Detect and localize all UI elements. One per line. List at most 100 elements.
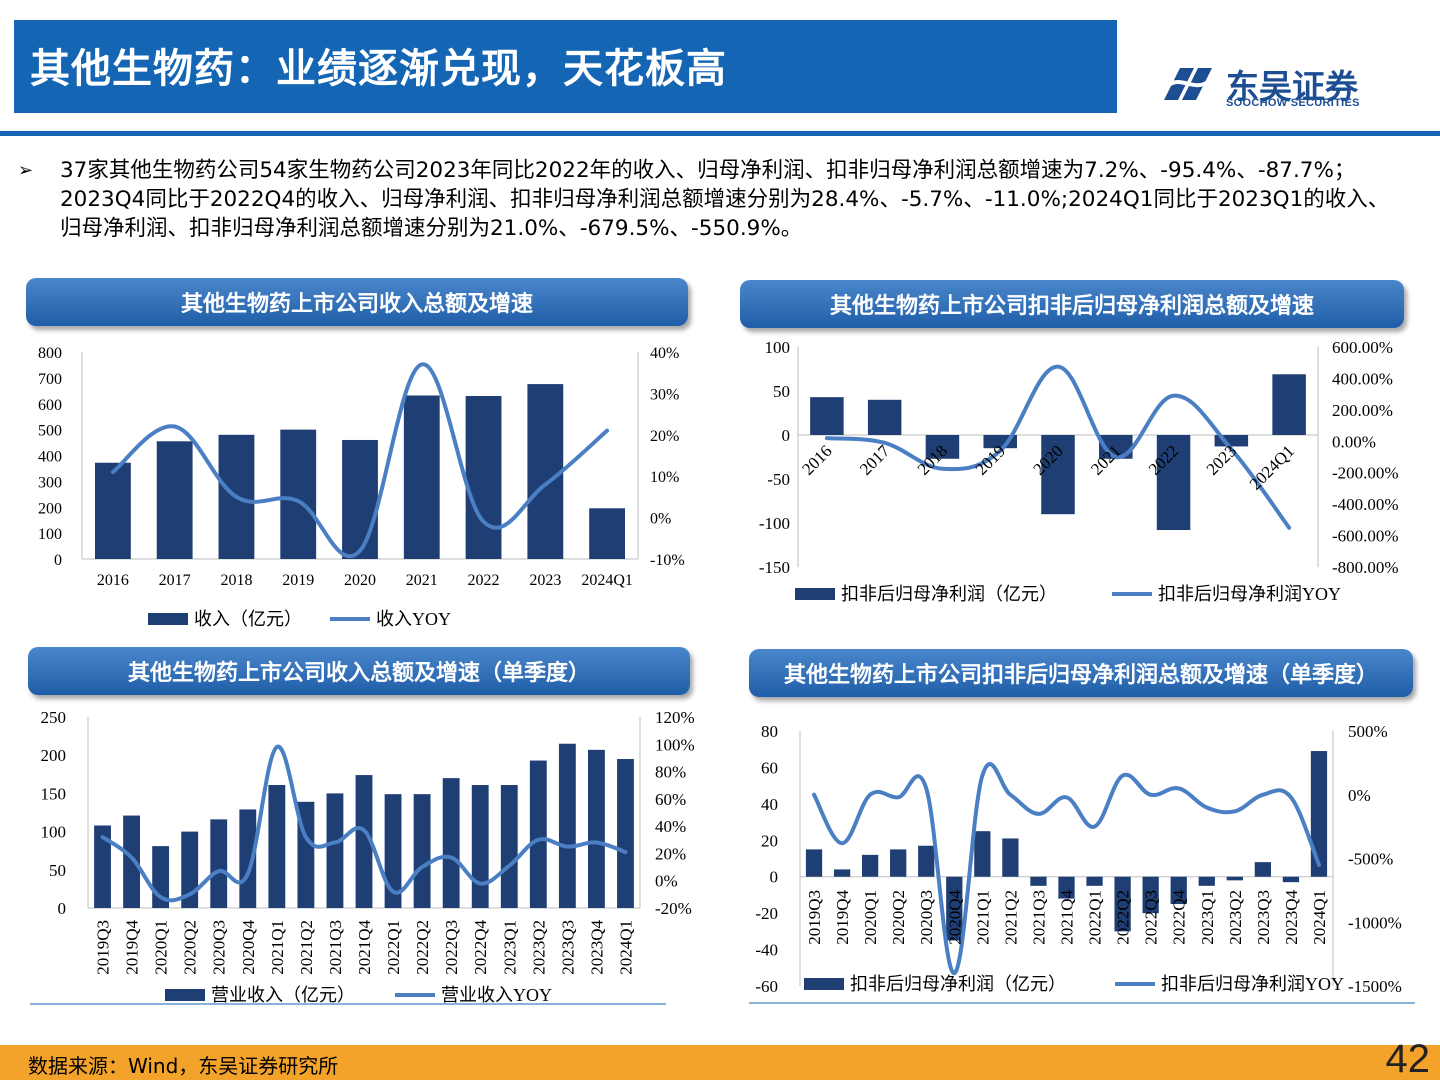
bar-2021Q1	[974, 831, 991, 877]
bar-2024Q1	[1272, 374, 1306, 435]
y-tick-label: 0	[54, 552, 62, 569]
y2-tick-label: -800.00%	[1332, 558, 1399, 577]
y2-tick-label: -1500%	[1348, 977, 1402, 996]
yoy-line	[812, 762, 1321, 976]
bar-2020	[342, 439, 378, 559]
bar-2020Q4	[946, 876, 963, 941]
page-title: 其他生物药：业绩逐渐兑现，天花板高	[30, 46, 727, 92]
bar-2023Q1	[500, 784, 518, 908]
x-tick-label: 2019Q4	[833, 890, 852, 945]
bar-2016	[94, 462, 131, 559]
y2-tick-label: -10%	[650, 552, 685, 569]
x-tick-label: 2020Q2	[181, 920, 200, 975]
bar-2023	[1214, 435, 1249, 447]
y-tick-label: 400	[38, 449, 62, 466]
bar-2023Q2	[1226, 876, 1243, 881]
page-number: 42	[1385, 1037, 1431, 1081]
soochow-logo-icon	[1164, 68, 1212, 100]
y-tick-label: -40	[755, 941, 778, 960]
panel-title-profit-quarterly: 其他生物药上市公司扣非后归母净利润总额及增速（单季度）	[749, 649, 1413, 697]
bar-2020Q4	[239, 809, 257, 908]
header-rule	[0, 131, 1440, 136]
y-tick-label: -150	[759, 558, 790, 577]
bar-2022	[1156, 435, 1191, 531]
y2-tick-label: 120%	[655, 708, 695, 727]
x-tick-label: 2018	[220, 572, 252, 589]
x-tick-label: 2019Q3	[94, 920, 113, 975]
x-tick-label: 2017	[159, 572, 191, 589]
y-tick-label: -100	[759, 514, 790, 533]
y-tick-label: 0	[782, 426, 791, 445]
y2-tick-label: 500%	[1348, 722, 1388, 741]
panel-title-revenue-quarterly: 其他生物药上市公司收入总额及增速（单季度）	[28, 647, 690, 695]
bar-2021Q3	[1030, 876, 1047, 886]
x-tick-label: 2021Q1	[973, 890, 992, 945]
bar-2023Q1	[1198, 876, 1215, 886]
legend-line-label: 扣非后归母净利润YOY	[1158, 584, 1341, 604]
yoy-line	[824, 364, 1292, 530]
y2-tick-label: 60%	[655, 790, 686, 809]
y-tick-label: 300	[38, 474, 62, 491]
yoy-line	[110, 362, 610, 559]
bar-2020	[1041, 435, 1075, 515]
x-tick-label: 2020Q1	[861, 890, 880, 945]
bar-2020Q2	[890, 849, 907, 877]
y-tick-label: 700	[38, 371, 62, 388]
x-tick-label: 2020Q2	[889, 890, 908, 945]
x-tick-label: 2021Q4	[355, 920, 374, 975]
x-tick-label: 2020	[344, 572, 376, 589]
y2-tick-label: 30%	[650, 386, 679, 403]
y-tick-label: 0	[770, 868, 779, 887]
title-bar	[14, 20, 1117, 113]
bar-2020Q3	[918, 845, 935, 877]
bar-2019Q3	[94, 825, 111, 908]
bar-2019	[280, 429, 317, 559]
x-tick-label: 2019Q4	[123, 920, 142, 975]
y-tick-label: 600	[38, 397, 62, 414]
y2-tick-label: 0%	[1348, 786, 1371, 805]
panel-title-profit: 其他生物药上市公司扣非后归母净利润总额及增速	[740, 280, 1404, 328]
legend-bar-label: 扣非后归母净利润（亿元）	[841, 584, 1057, 604]
bar-2023Q3	[1254, 862, 1272, 877]
y2-tick-label: 100%	[655, 735, 695, 754]
bar-2019Q4	[123, 815, 141, 908]
brand-subtitle: SOOCHOW SECURITIES	[1226, 97, 1360, 109]
legend-bar-label: 收入（亿元）	[194, 609, 302, 629]
x-tick-label: 2022Q4	[471, 920, 490, 975]
y2-tick-label: -20%	[655, 899, 692, 918]
x-tick-label: 2022Q2	[1114, 890, 1133, 945]
bar-2022Q3	[1142, 876, 1159, 914]
bar-2020Q1	[861, 854, 879, 877]
x-tick-label: 2021	[406, 572, 438, 589]
bar-2019Q3	[805, 849, 823, 877]
bar-2023Q2	[529, 760, 547, 908]
y-tick-label: 150	[41, 784, 67, 803]
x-tick-label: 2020Q4	[239, 920, 258, 975]
bar-2021Q4	[1058, 876, 1075, 899]
y2-tick-label: 40%	[650, 345, 679, 362]
bar-2022Q4	[1170, 876, 1187, 905]
x-tick-label: 2024Q1	[1310, 890, 1329, 945]
x-tick-label: 2022Q2	[413, 920, 432, 975]
y-tick-label: 80	[761, 722, 778, 741]
bar-2021Q2	[1002, 838, 1019, 877]
x-tick-label: 2024Q1	[616, 920, 635, 975]
x-tick-label: 2016	[798, 441, 835, 478]
x-tick-label: 2020Q1	[152, 920, 171, 975]
y-tick-label: 500	[38, 423, 62, 440]
legend-bar-label: 扣非后归母净利润（亿元）	[850, 974, 1066, 994]
x-tick-label: 2022Q3	[1142, 890, 1161, 945]
bullet-marker: ➢	[18, 160, 34, 181]
legend-line-label: 营业收入YOY	[441, 985, 552, 1005]
y2-tick-label: 10%	[650, 469, 679, 486]
y-tick-label: 50	[49, 861, 66, 880]
x-tick-label: 2023Q4	[587, 920, 606, 975]
x-tick-label: 2021Q2	[1001, 890, 1020, 945]
bar-2023Q4	[1282, 876, 1300, 883]
x-tick-label: 2021Q4	[1058, 890, 1077, 945]
bar-2021Q3	[326, 793, 344, 908]
y2-tick-label: -400.00%	[1332, 495, 1399, 514]
x-tick-label: 2023Q1	[1198, 890, 1217, 945]
x-tick-label: 2020Q3	[210, 920, 229, 975]
